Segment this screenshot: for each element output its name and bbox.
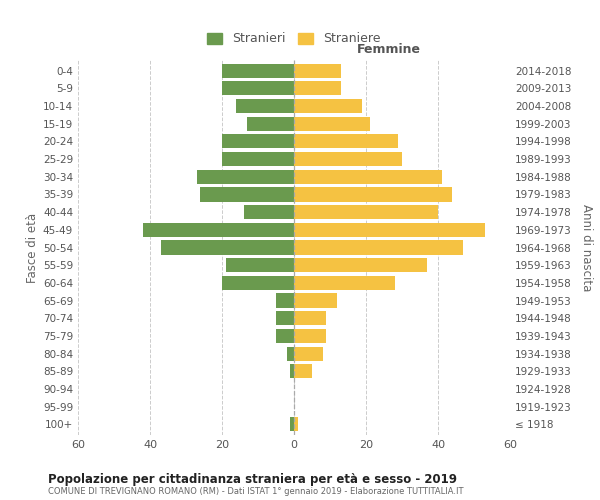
Bar [294, 364, 312, 378]
Bar [276, 329, 294, 343]
Bar [294, 311, 326, 326]
Bar [294, 99, 362, 113]
Bar [294, 258, 427, 272]
Text: Popolazione per cittadinanza straniera per età e sesso - 2019: Popolazione per cittadinanza straniera p… [48, 472, 457, 486]
Bar [276, 294, 294, 308]
Bar [143, 222, 294, 237]
Y-axis label: Anni di nascita: Anni di nascita [580, 204, 593, 291]
Bar [294, 116, 370, 131]
Bar [294, 64, 341, 78]
Bar [294, 294, 337, 308]
Bar [294, 152, 402, 166]
Bar [247, 116, 294, 131]
Bar [294, 205, 438, 219]
Bar [276, 311, 294, 326]
Legend: Stranieri, Straniere: Stranieri, Straniere [203, 28, 385, 49]
Bar [222, 276, 294, 290]
Bar [222, 64, 294, 78]
Text: Femmine: Femmine [357, 44, 421, 56]
Bar [290, 418, 294, 432]
Text: COMUNE DI TREVIGNANO ROMANO (RM) - Dati ISTAT 1° gennaio 2019 - Elaborazione TUT: COMUNE DI TREVIGNANO ROMANO (RM) - Dati … [48, 488, 464, 496]
Bar [222, 81, 294, 96]
Bar [161, 240, 294, 254]
Bar [294, 134, 398, 148]
Bar [236, 99, 294, 113]
Bar [197, 170, 294, 184]
Bar [294, 170, 442, 184]
Bar [294, 346, 323, 360]
Bar [244, 205, 294, 219]
Bar [294, 276, 395, 290]
Bar [294, 81, 341, 96]
Bar [200, 188, 294, 202]
Bar [294, 329, 326, 343]
Bar [294, 418, 298, 432]
Bar [294, 188, 452, 202]
Bar [290, 364, 294, 378]
Bar [294, 240, 463, 254]
Bar [287, 346, 294, 360]
Y-axis label: Fasce di età: Fasce di età [26, 212, 39, 282]
Bar [226, 258, 294, 272]
Bar [222, 134, 294, 148]
Bar [222, 152, 294, 166]
Bar [294, 222, 485, 237]
